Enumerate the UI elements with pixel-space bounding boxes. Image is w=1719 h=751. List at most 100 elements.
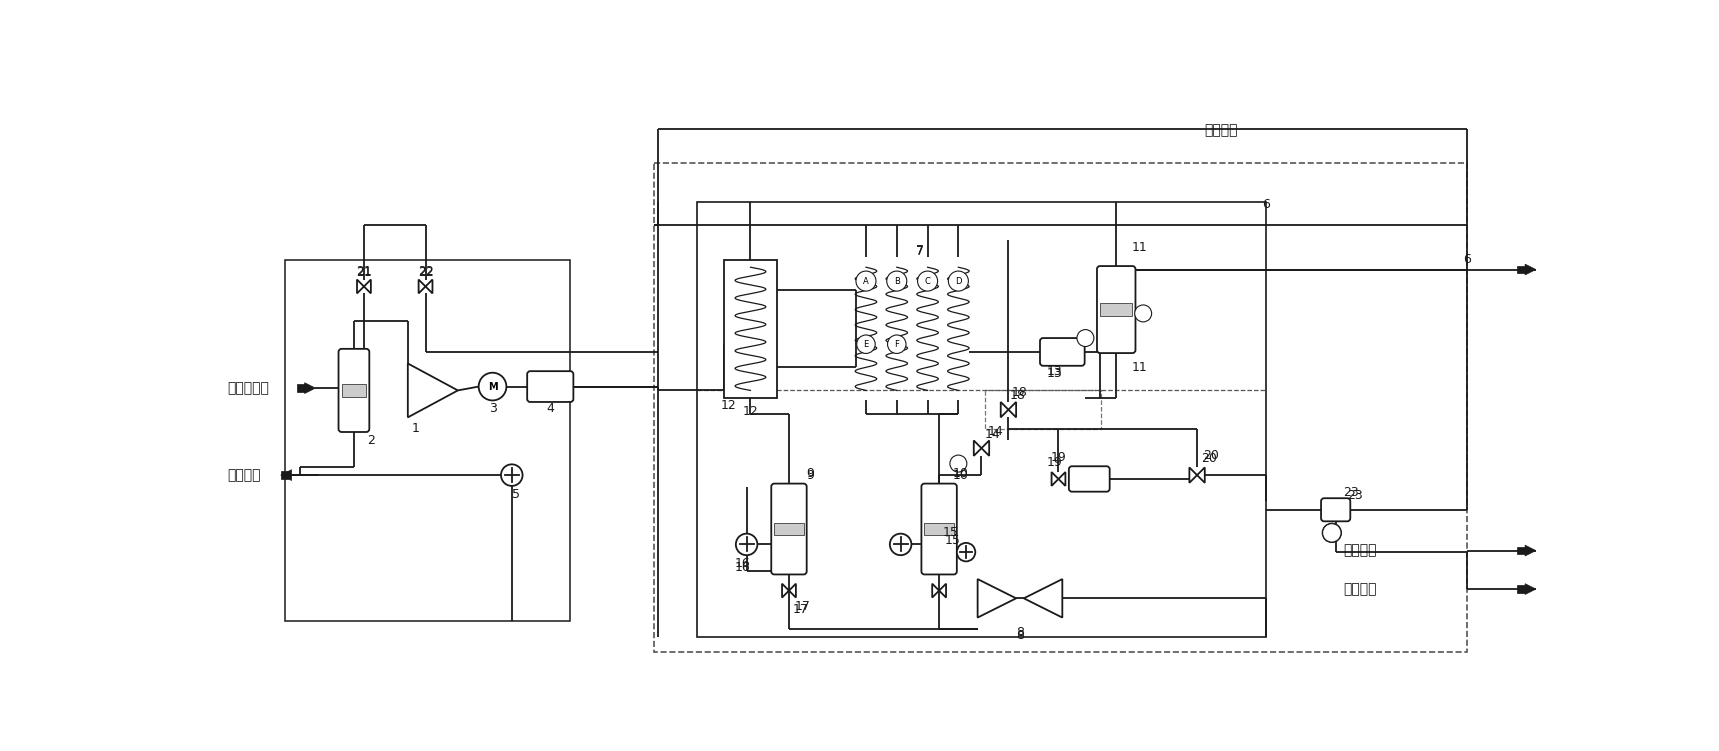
Circle shape (500, 464, 523, 486)
Text: 16: 16 (736, 557, 751, 570)
Circle shape (856, 335, 875, 354)
Text: 13: 13 (1047, 367, 1062, 380)
Text: 22: 22 (418, 266, 433, 279)
Text: 11: 11 (1131, 360, 1147, 374)
Polygon shape (973, 441, 982, 456)
Polygon shape (280, 469, 292, 481)
Polygon shape (1000, 402, 1009, 418)
Bar (696, 202, 1267, 637)
Circle shape (736, 534, 758, 555)
Text: 10: 10 (952, 469, 968, 481)
Polygon shape (978, 579, 1016, 617)
Bar (655, 163, 1466, 652)
Circle shape (1322, 523, 1341, 542)
Text: 18: 18 (1009, 389, 1026, 403)
Text: 18: 18 (1012, 386, 1028, 400)
Text: 5: 5 (512, 488, 519, 501)
Circle shape (957, 543, 975, 561)
Circle shape (478, 372, 507, 400)
Bar (297, 385, 304, 392)
Circle shape (1076, 330, 1093, 346)
Text: 14: 14 (985, 428, 1000, 441)
Text: 8: 8 (1016, 629, 1025, 642)
Polygon shape (1052, 472, 1059, 486)
Bar (342, 385, 366, 397)
Text: 11: 11 (1131, 242, 1147, 255)
Text: 12: 12 (720, 400, 737, 412)
FancyBboxPatch shape (339, 349, 370, 432)
Polygon shape (939, 584, 945, 598)
Bar (1100, 303, 1133, 315)
Text: 21: 21 (356, 266, 371, 279)
Polygon shape (932, 584, 939, 598)
Polygon shape (1190, 467, 1196, 483)
Circle shape (890, 534, 911, 555)
Text: 23: 23 (1348, 490, 1363, 502)
Text: 12: 12 (743, 406, 758, 418)
Text: F: F (894, 339, 899, 348)
Text: 13: 13 (1047, 365, 1062, 378)
Circle shape (1322, 523, 1341, 542)
Text: 22: 22 (418, 264, 433, 278)
Text: 10: 10 (952, 467, 968, 480)
Polygon shape (304, 383, 315, 394)
Text: 23: 23 (1343, 487, 1360, 499)
Text: 7: 7 (916, 244, 923, 257)
Polygon shape (426, 279, 433, 294)
Text: E: E (863, 339, 868, 348)
Polygon shape (789, 584, 796, 598)
Polygon shape (358, 279, 364, 294)
Polygon shape (364, 279, 371, 294)
Bar (1518, 266, 1525, 273)
Bar (280, 472, 289, 479)
Polygon shape (982, 441, 988, 456)
FancyBboxPatch shape (1069, 466, 1110, 492)
Bar (985, 391, 1100, 429)
Text: 8: 8 (1016, 626, 1025, 639)
Text: 6: 6 (1463, 253, 1470, 266)
Text: 9: 9 (806, 467, 815, 480)
Text: 1: 1 (411, 422, 419, 436)
Text: 15: 15 (944, 534, 961, 547)
FancyBboxPatch shape (921, 484, 957, 575)
Circle shape (951, 455, 966, 472)
Text: A: A (863, 276, 868, 285)
Text: D: D (956, 276, 961, 285)
Text: 14: 14 (987, 425, 1004, 438)
Text: M: M (488, 382, 497, 391)
Text: 6: 6 (1262, 198, 1270, 210)
FancyBboxPatch shape (1320, 498, 1351, 521)
Circle shape (887, 271, 908, 291)
Circle shape (856, 271, 877, 291)
FancyBboxPatch shape (1040, 338, 1085, 366)
Text: 乙烯回收: 乙烯回收 (1205, 123, 1238, 137)
Circle shape (1135, 305, 1152, 322)
Polygon shape (1196, 467, 1205, 483)
Text: 聚乙烯尾气: 聚乙烯尾气 (227, 381, 268, 395)
Text: 17: 17 (794, 599, 811, 613)
Text: 9: 9 (806, 469, 815, 481)
Circle shape (949, 271, 968, 291)
FancyBboxPatch shape (528, 371, 574, 402)
Polygon shape (1009, 402, 1016, 418)
Bar (925, 523, 954, 535)
FancyBboxPatch shape (772, 484, 806, 575)
Polygon shape (782, 584, 789, 598)
Text: 15: 15 (942, 526, 959, 539)
Bar (774, 523, 803, 535)
Polygon shape (1525, 264, 1535, 275)
Circle shape (887, 335, 906, 354)
Text: 3: 3 (488, 402, 497, 415)
Text: 17: 17 (792, 603, 808, 617)
Polygon shape (419, 279, 426, 294)
Bar (1518, 547, 1525, 554)
Circle shape (918, 271, 937, 291)
Text: 19: 19 (1047, 456, 1062, 469)
Text: 4: 4 (547, 402, 554, 415)
Text: 液体回收: 液体回收 (227, 468, 260, 482)
Text: 2: 2 (366, 434, 375, 447)
Polygon shape (1025, 579, 1062, 617)
Bar (724, 260, 777, 398)
Text: 7: 7 (916, 246, 923, 258)
Bar (285, 260, 569, 621)
